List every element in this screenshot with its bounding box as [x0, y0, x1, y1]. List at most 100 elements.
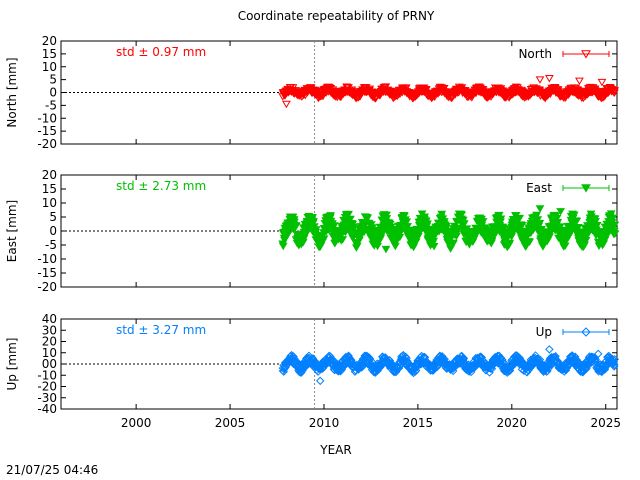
data-point: [517, 222, 527, 230]
data-point: [363, 214, 373, 222]
std-label: std ± 0.97 mm: [116, 45, 206, 59]
data-point: [411, 238, 421, 246]
data-point: [569, 211, 579, 220]
chart-title: Coordinate repeatability of PRNY: [238, 9, 435, 23]
data-point: [452, 232, 461, 241]
timestamp: 21/07/25 04:46: [6, 463, 98, 477]
data-point: [454, 224, 464, 233]
data-point: [561, 366, 571, 375]
data-point: [573, 224, 583, 232]
data-point: [496, 215, 506, 223]
data-point: [382, 215, 392, 223]
data-point: [581, 184, 591, 193]
data-point: [515, 214, 525, 223]
legend-label: North: [518, 47, 552, 61]
data-point: [610, 360, 619, 370]
x-tick-label: 2010: [309, 416, 340, 430]
data-point: [457, 211, 466, 220]
data-point: [431, 230, 440, 239]
y-tick-label: 10: [42, 196, 57, 210]
data-point: [458, 216, 468, 225]
data-point: [597, 78, 607, 87]
data-point: [610, 230, 620, 238]
data-point: [459, 354, 469, 363]
y-tick-label: -10: [37, 368, 57, 382]
data-point: [401, 84, 411, 92]
data-point: [344, 210, 353, 219]
data-point: [429, 242, 439, 251]
data-point: [346, 215, 355, 224]
data-point: [280, 236, 289, 245]
x-tick-label: 2020: [497, 416, 528, 430]
y-tick-label: -5: [45, 238, 57, 252]
y-tick-label: 15: [42, 182, 57, 196]
data-point: [421, 86, 431, 94]
data-point: [591, 355, 600, 364]
y-tick-label: 0: [49, 224, 57, 238]
data-point: [507, 233, 516, 241]
data-point: [449, 239, 458, 248]
data-point: [409, 243, 418, 252]
y-tick-label: -5: [45, 98, 57, 112]
data-point: [368, 224, 377, 232]
x-tick-label: 2015: [403, 416, 434, 430]
data-point: [311, 226, 321, 234]
data-point: [423, 220, 432, 228]
data-point: [545, 75, 554, 83]
y-tick-label: 10: [42, 60, 57, 74]
data-point: [581, 50, 591, 59]
y-tick-label: 5: [49, 73, 57, 87]
data-point: [572, 217, 582, 226]
data-point: [355, 236, 364, 245]
data-point: [429, 237, 438, 246]
data-point: [465, 241, 474, 249]
data-point: [381, 353, 390, 362]
data-points: [278, 345, 619, 386]
data-point: [329, 222, 339, 230]
data-point: [319, 235, 329, 243]
data-point: [535, 219, 545, 228]
y-tick-label: -20: [37, 380, 57, 394]
data-point: [477, 360, 486, 369]
data-point: [437, 210, 447, 219]
data-point: [561, 364, 570, 373]
data-point: [525, 238, 534, 246]
x-tick-label: 2005: [215, 416, 246, 430]
y-tick-label: 20: [42, 335, 57, 349]
data-point: [606, 210, 616, 218]
data-point: [533, 216, 543, 224]
data-point: [581, 327, 591, 337]
data-point: [555, 223, 565, 231]
y-tick-label: -10: [37, 252, 57, 266]
y-tick-label: -15: [37, 266, 57, 280]
data-point: [283, 231, 292, 240]
data-point: [352, 242, 362, 251]
data-point: [535, 205, 545, 213]
y-tick-label: -20: [37, 280, 57, 294]
data-point: [505, 239, 515, 248]
legend-label: Up: [536, 325, 552, 339]
y-tick-label: 20: [42, 168, 57, 182]
data-point: [390, 242, 400, 251]
data-point: [610, 355, 619, 364]
data-point: [400, 212, 409, 220]
data-point: [575, 77, 584, 86]
data-point: [459, 220, 469, 228]
data-point: [610, 221, 620, 230]
y-tick-label: 40: [42, 312, 57, 326]
data-point: [291, 222, 301, 231]
data-point: [478, 218, 488, 226]
y-tick-label: -30: [37, 391, 57, 405]
data-point: [442, 222, 451, 231]
data-point: [282, 100, 291, 109]
data-point: [403, 223, 412, 231]
data-points: [278, 75, 620, 109]
data-point: [308, 214, 317, 222]
data-points: [278, 205, 620, 254]
data-point: [591, 217, 600, 226]
data-point: [570, 352, 580, 361]
x-axis-label: YEAR: [319, 443, 351, 457]
